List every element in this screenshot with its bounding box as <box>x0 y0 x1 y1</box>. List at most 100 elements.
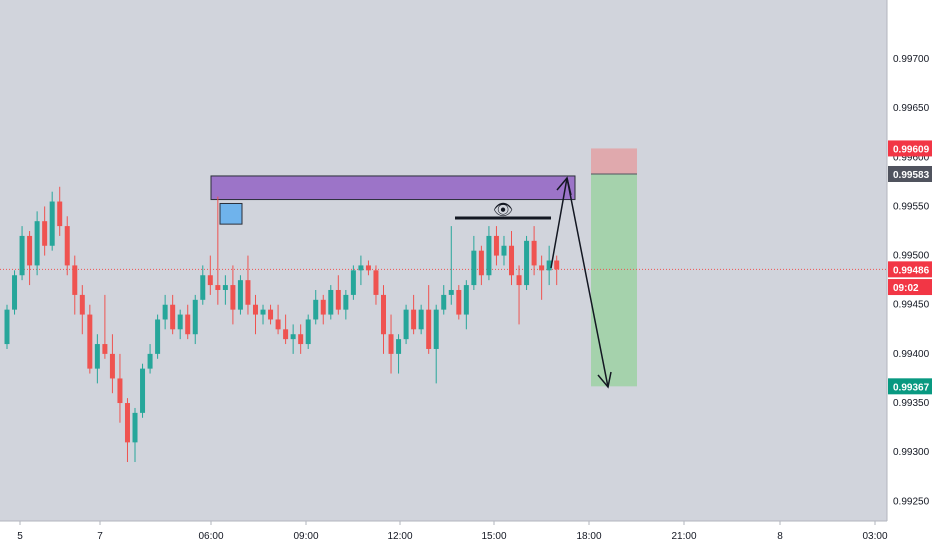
price-tag: 0.99609 <box>888 140 932 157</box>
candle <box>237 275 243 315</box>
candle <box>109 334 115 394</box>
candle-body <box>283 329 289 340</box>
candle-body <box>441 294 447 310</box>
candle <box>524 235 530 290</box>
price-tag-bg <box>888 140 932 157</box>
candle <box>396 334 402 374</box>
price-tick-label: 0.99250 <box>893 496 930 507</box>
candle <box>162 294 168 330</box>
candle <box>102 294 108 359</box>
candle-body <box>343 294 349 310</box>
candle-body <box>147 353 153 369</box>
candle <box>155 314 161 359</box>
candle <box>147 344 153 374</box>
candle <box>546 245 552 286</box>
price-tag: 0.99367 <box>888 378 932 395</box>
candle <box>441 285 447 315</box>
price-tick-label: 0.99400 <box>893 349 930 360</box>
candle <box>433 304 439 384</box>
candle-body <box>215 285 221 290</box>
candle <box>283 314 289 345</box>
candle <box>207 255 213 295</box>
candle <box>49 191 55 251</box>
candle-body <box>132 412 138 443</box>
candle-body <box>177 314 183 330</box>
take-profit-zone[interactable] <box>591 173 637 387</box>
candle <box>320 294 326 325</box>
stop-loss-zone[interactable] <box>591 148 637 174</box>
candle-body <box>358 265 364 271</box>
price-tick-label: 0.99500 <box>893 251 930 262</box>
candle <box>230 265 236 325</box>
candle <box>185 304 191 340</box>
candle-body <box>365 265 371 271</box>
price-tick-label: 0.99300 <box>893 447 930 458</box>
order-block[interactable] <box>219 202 243 225</box>
zones-layer <box>210 148 637 387</box>
candle-body <box>200 275 206 300</box>
candle-body <box>448 289 454 295</box>
candle-body <box>170 304 176 330</box>
candle-body <box>124 403 130 443</box>
candle <box>478 245 484 286</box>
supply-zone[interactable] <box>210 175 576 201</box>
eye-icon: 👁 <box>493 200 513 219</box>
price-axis-background <box>887 0 932 521</box>
candle-body <box>486 235 492 276</box>
candle-body <box>222 285 228 290</box>
candle-body <box>230 285 236 310</box>
candle <box>463 280 469 330</box>
time-axis-ticks: 5 7 06:00 09:00 12:00 15:00 18:00 21:00 8 03:00 <box>17 521 888 542</box>
candle-body <box>27 235 33 266</box>
candle <box>132 407 138 463</box>
candle <box>298 324 304 354</box>
candle-body <box>252 304 258 315</box>
candle <box>57 186 63 236</box>
candle <box>117 353 123 423</box>
price-tag-label: 0.99367 <box>893 382 930 393</box>
price-tag-bg <box>888 279 932 296</box>
time-tick-label: 09:00 <box>293 531 318 542</box>
candle-body <box>478 250 484 276</box>
candle-body <box>4 309 10 345</box>
price-tag-bg <box>888 261 932 278</box>
candle-body <box>305 319 311 345</box>
candle <box>124 398 130 463</box>
time-tick-label: 06:00 <box>198 531 223 542</box>
candle <box>34 211 40 276</box>
candle <box>365 260 371 276</box>
arrow-down-icon <box>597 371 612 389</box>
candle <box>222 275 228 305</box>
candle <box>260 304 266 325</box>
price-tag-label: 0.99486 <box>893 265 930 276</box>
candle-body <box>87 314 93 369</box>
candle <box>343 289 349 320</box>
candle-body <box>79 294 85 315</box>
candle <box>290 324 296 354</box>
candle-body <box>12 275 18 310</box>
candle-body <box>509 245 515 276</box>
candle <box>19 226 25 281</box>
candle-body <box>433 309 439 349</box>
candle-body <box>546 260 552 271</box>
candle <box>87 304 93 374</box>
candle <box>411 294 417 335</box>
candle-body <box>57 201 63 227</box>
price-tag-bg <box>888 378 932 395</box>
candle <box>245 255 251 315</box>
time-tick-label: 21:00 <box>671 531 696 542</box>
candle <box>72 255 78 315</box>
candle-body <box>456 289 462 315</box>
price-axis-tags: 0.99609 0.99583 0.99486 09:02 0.99367 <box>888 140 932 395</box>
candle <box>403 304 409 345</box>
price-tick-label: 0.99550 <box>893 201 930 212</box>
candle-body <box>140 368 146 413</box>
candle <box>471 235 477 290</box>
candle-body <box>313 299 319 320</box>
candle-body <box>72 265 78 295</box>
price-tick-label: 0.99700 <box>893 54 930 65</box>
candle-body <box>501 245 507 256</box>
candle <box>64 216 70 276</box>
